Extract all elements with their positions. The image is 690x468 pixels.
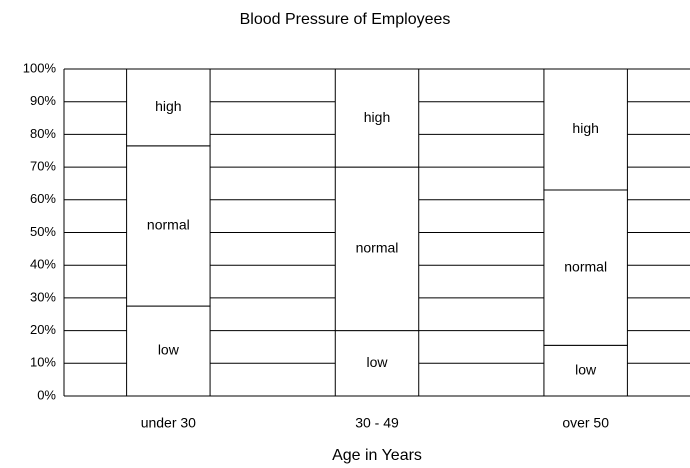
segment-label: normal <box>564 258 607 274</box>
bar-segment <box>126 305 211 397</box>
bar-segment <box>334 68 420 168</box>
bar-segment <box>543 344 628 397</box>
segment-label: low <box>575 361 597 377</box>
segment-label: high <box>155 98 181 114</box>
x-tick-label: under 30 <box>141 415 196 431</box>
x-tick-label: over 50 <box>562 415 609 431</box>
y-tick-label: 70% <box>30 159 56 174</box>
x-axis-label: Age in Years <box>332 447 422 464</box>
y-tick-label: 90% <box>30 93 56 108</box>
bar-segment <box>126 145 211 307</box>
segment-label: high <box>572 120 598 136</box>
bar-segment <box>543 68 628 191</box>
segment-label: low <box>366 354 388 370</box>
segment-label: low <box>158 342 180 358</box>
bar-segment <box>543 189 628 346</box>
segment-label: normal <box>147 217 190 233</box>
y-tick-label: 0% <box>37 387 56 402</box>
x-tick-label: 30 - 49 <box>355 415 399 431</box>
y-tick-label: 40% <box>30 257 56 272</box>
segment-label: normal <box>356 240 399 256</box>
chart-title: Blood Pressure of Employees <box>240 11 451 28</box>
bar-segment <box>126 68 211 147</box>
segment-label: high <box>364 109 390 125</box>
y-tick-label: 60% <box>30 191 56 206</box>
bar-segment <box>334 166 420 332</box>
y-tick-label: 20% <box>30 322 56 337</box>
y-tick-label: 10% <box>30 355 56 370</box>
y-tick-label: 30% <box>30 289 56 304</box>
y-tick-label: 80% <box>30 126 56 141</box>
y-tick-label: 100% <box>23 60 57 75</box>
y-tick-label: 50% <box>30 224 56 239</box>
